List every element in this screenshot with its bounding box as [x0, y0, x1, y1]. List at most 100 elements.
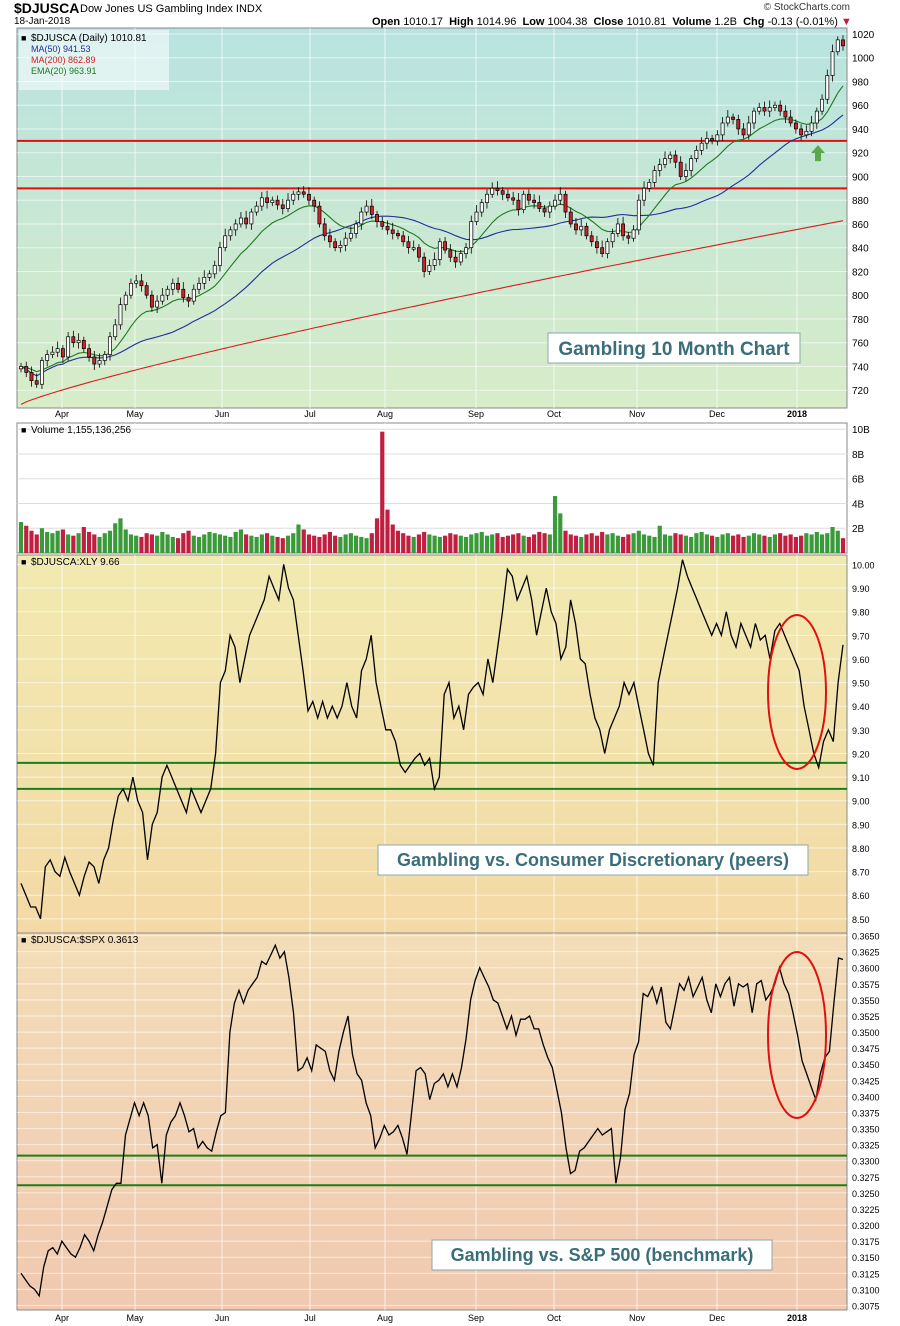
x-tick-label: Oct — [547, 409, 562, 419]
volume-bar — [390, 524, 395, 553]
candle-body — [343, 237, 348, 246]
volume-bar — [652, 536, 657, 553]
ratio2-y-tick: 0.3625 — [852, 948, 880, 958]
candle-body — [841, 39, 845, 47]
volume-bar — [144, 533, 149, 553]
volume-bar — [505, 535, 511, 553]
volume-bar — [312, 535, 317, 553]
volume-bar — [71, 535, 76, 553]
candle-body — [636, 199, 641, 231]
candle-body — [317, 205, 322, 225]
ratio1-y-tick: 9.90 — [852, 584, 870, 594]
volume-bar — [196, 536, 202, 553]
volume-bar — [401, 533, 406, 553]
candle-body — [793, 122, 798, 130]
volume-bar — [793, 536, 798, 553]
volume-bar — [291, 533, 296, 553]
ratio2-y-tick: 0.3350 — [852, 1125, 880, 1135]
candle-body — [584, 225, 589, 237]
ratio2-y-tick: 0.3175 — [852, 1237, 880, 1247]
candle-body — [45, 354, 50, 361]
volume-y-tick: 6B — [852, 475, 865, 486]
candle-body — [678, 161, 683, 177]
candle-body — [291, 193, 296, 201]
candle-body — [197, 282, 201, 290]
volume-bar — [484, 535, 490, 553]
volume-bar — [511, 534, 516, 553]
candle-body — [746, 122, 751, 136]
volume-bar — [333, 535, 338, 553]
volume-bar — [275, 536, 280, 553]
volume-bar — [55, 530, 60, 553]
chart-date: 18-Jan-2018 — [14, 16, 71, 27]
candle-body — [809, 122, 814, 132]
candle-body — [149, 294, 154, 308]
candle-body — [741, 128, 746, 136]
volume-bar — [369, 533, 374, 553]
candle-body — [579, 225, 584, 231]
volume-bar — [249, 535, 254, 553]
candle-body — [186, 297, 191, 302]
x-tick-label: Sep — [468, 409, 484, 419]
ema20-line — [20, 85, 844, 373]
ratio1-line — [20, 559, 844, 920]
candle-body — [485, 193, 489, 203]
candle-body — [511, 197, 516, 201]
volume-bar — [254, 536, 259, 553]
ratio2-y-tick: 0.3200 — [852, 1221, 880, 1231]
x-tick-label: Apr — [55, 1313, 69, 1323]
volume-bar — [149, 534, 154, 553]
x-tick-label: Jun — [215, 409, 230, 419]
volume-bar — [359, 536, 364, 553]
volume-bar — [364, 538, 369, 553]
candle-body — [668, 154, 673, 159]
volume-bar — [395, 530, 401, 553]
candle-body — [385, 225, 390, 231]
candle-body — [516, 199, 521, 211]
candle-body — [490, 187, 495, 195]
volume-bar — [689, 536, 694, 553]
candle-body — [427, 265, 432, 272]
volume-bar — [704, 534, 709, 553]
volume-bar — [814, 531, 819, 553]
x-tick-label: Nov — [629, 1313, 646, 1323]
volume-bar — [165, 534, 170, 553]
volume-bar — [24, 525, 29, 553]
volume-bar — [285, 535, 291, 553]
volume-bar — [296, 524, 301, 553]
candle-body — [610, 233, 615, 243]
candle-body — [694, 149, 699, 159]
volume-bar — [29, 530, 34, 553]
volume-bar — [322, 534, 327, 553]
candle-body — [699, 142, 704, 151]
x-tick-label: Dec — [709, 1313, 726, 1323]
volume-bar — [751, 533, 757, 553]
candle-body — [495, 187, 500, 192]
candle-body — [286, 199, 290, 209]
candle-body — [238, 217, 243, 225]
candle-body — [380, 221, 385, 227]
candle-body — [799, 128, 804, 136]
candle-body — [631, 229, 636, 239]
volume-bar — [427, 534, 432, 553]
volume-y-tick: 2B — [852, 524, 865, 535]
candle-body — [233, 223, 238, 231]
volume-bar — [683, 535, 689, 553]
volume-bar — [788, 534, 793, 553]
x-tick-label: Aug — [377, 1313, 393, 1323]
volume-label: Volume — [672, 16, 712, 28]
volume-bar — [694, 533, 699, 553]
candle-body — [223, 235, 228, 249]
candle-body — [778, 104, 783, 112]
volume-bar — [50, 533, 55, 553]
price-y-tick: 920 — [852, 149, 869, 160]
candle-body — [830, 51, 835, 76]
chg-value: -0.13 (-0.01%) — [767, 16, 838, 28]
volume-bar — [160, 531, 165, 553]
volume-bar — [353, 535, 359, 553]
ratio2-y-tick: 0.3325 — [852, 1141, 880, 1151]
ratio2-y-tick: 0.3250 — [852, 1189, 880, 1199]
ma50-line — [20, 114, 844, 377]
price-y-tick: 1020 — [852, 30, 875, 41]
high-value: 1014.96 — [476, 16, 517, 28]
